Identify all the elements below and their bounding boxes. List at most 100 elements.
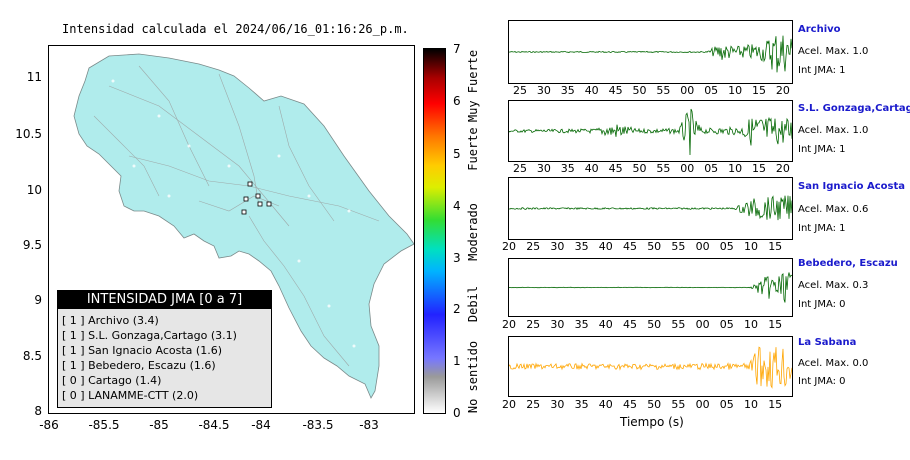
station-jma: Int JMA: 1 (798, 144, 846, 155)
panel-tick: 40 (598, 240, 613, 253)
panel-tick: 25 (526, 398, 541, 411)
panel-tick: 15 (752, 84, 766, 97)
panel-ticks: 25 30 35 40 45 50 55 00 05 10 15 20 (508, 162, 798, 176)
waveform-trace (509, 195, 792, 221)
map-xtick: -85.5 (88, 418, 120, 432)
panel-tick: 30 (536, 162, 551, 175)
panel-tick: 10 (744, 318, 758, 331)
panel-tick: 50 (647, 318, 662, 331)
panel-tick: 25 (513, 84, 527, 97)
panel-tick: 05 (719, 240, 734, 253)
station-name: S.L. Gonzaga,Cartago (798, 103, 910, 114)
panel-tick: 20 (502, 318, 516, 331)
map-xtick: -84.5 (198, 418, 230, 432)
waveform-trace (509, 35, 792, 73)
map-xtick: -84 (251, 418, 271, 432)
panel-tick: 00 (695, 318, 710, 331)
panel-ticks: 20 25 30 35 40 45 50 55 00 05 10 15 (500, 240, 798, 254)
legend-item: [ 1 ] San Ignacio Acosta (1.6) (62, 344, 222, 357)
map-ytick: 9.5 (22, 238, 42, 252)
panel-tick: 00 (695, 240, 710, 253)
panel-tick: 25 (526, 318, 541, 331)
panel-ticks: 20 25 30 35 40 45 50 55 00 05 10 15 (500, 398, 798, 412)
map-ytick: 8.5 (22, 349, 42, 363)
legend-item: [ 1 ] S.L. Gonzaga,Cartago (3.1) (62, 329, 237, 342)
station-jma: Int JMA: 1 (798, 223, 846, 234)
panel-tick: 45 (623, 318, 637, 331)
station-acel: Acel. Max. 0.3 (798, 280, 869, 291)
station-jma: Int JMA: 1 (798, 65, 846, 76)
station-name: Bebedero, Escazu (798, 258, 898, 269)
panel-tick: 15 (752, 162, 766, 175)
station-name: San Ignacio Acosta (798, 181, 906, 192)
waveform-line (509, 108, 792, 156)
colorbar-tick: 0 (453, 406, 461, 420)
panel-tick: 50 (632, 162, 647, 175)
station-name: La Sabana (798, 337, 857, 348)
waveform-panel (508, 336, 793, 397)
panel-tick: 20 (502, 398, 516, 411)
panel-tick: 40 (598, 318, 613, 331)
seismic-stations (241, 181, 272, 215)
legend-item: [ 1 ] Bebedero, Escazu (1.6) (62, 359, 216, 372)
panel-tick: 30 (536, 84, 551, 97)
colorbar-tick: 5 (453, 147, 461, 161)
intensity-legend: INTENSIDAD JMA [0 a 7] [ 1 ] Archivo (3.… (57, 290, 272, 408)
panel-tick: 15 (768, 240, 783, 253)
panel-tick: 15 (768, 398, 783, 411)
panel-tick: 10 (728, 84, 743, 97)
panel-tick: 40 (598, 398, 613, 411)
panel-tick: 10 (744, 240, 758, 253)
map-xtick: -86 (39, 418, 59, 432)
colorbar-tick: 7 (453, 42, 461, 56)
waveform-panel (508, 20, 793, 84)
panel-tick: 35 (560, 162, 575, 175)
colorbar-tick: 4 (453, 199, 461, 213)
waveform-line (509, 35, 792, 73)
panel-tick: 55 (671, 398, 686, 411)
panel-tick: 45 (608, 84, 623, 97)
waveform-trace (509, 108, 792, 156)
waveform-line (509, 272, 792, 303)
panel-tick: 20 (775, 84, 790, 97)
panel-tick: 05 (719, 398, 734, 411)
waveform-line (509, 346, 792, 389)
panel-tick: 05 (719, 318, 734, 331)
panel-tick: 40 (584, 84, 599, 97)
waveform-line (509, 195, 792, 221)
station-jma: Int JMA: 0 (798, 376, 846, 387)
map-ytick: 11 (26, 70, 42, 84)
panel-tick: 35 (560, 84, 575, 97)
colorbar-label: No sentido (466, 340, 480, 414)
waveform-panel (508, 177, 793, 240)
panel-tick: 35 (574, 318, 589, 331)
panel-tick: 30 (550, 318, 565, 331)
legend-item: [ 1 ] Archivo (3.4) (62, 314, 159, 327)
waveform-trace (509, 346, 792, 389)
panel-tick: 30 (550, 398, 565, 411)
costa-rica-map (73, 53, 414, 399)
panel-tick: 55 (656, 84, 671, 97)
map-xtick: -83 (359, 418, 379, 432)
panel-tick: 55 (656, 162, 671, 175)
panel-tick: 15 (768, 318, 783, 331)
panel-tick: 05 (704, 162, 719, 175)
map-xtick: -83.5 (302, 418, 334, 432)
panel-ticks: 20 25 30 35 40 45 50 55 00 05 10 15 (500, 318, 798, 332)
station-acel: Acel. Max. 1.0 (798, 125, 869, 136)
panel-tick: 25 (513, 162, 527, 175)
colorbar-tick: 2 (453, 302, 461, 316)
panel-tick: 10 (744, 398, 758, 411)
map-title: Intensidad calculada el 2024/06/16_01:16… (62, 22, 409, 36)
legend-item: [ 0 ] LANAMME-CTT (2.0) (62, 389, 199, 402)
station-acel: Acel. Max. 0.6 (798, 204, 869, 215)
intensity-colorbar (423, 48, 446, 414)
map-xtick: -85 (149, 418, 169, 432)
time-axis-label: Tiempo (s) (620, 415, 684, 429)
panel-tick: 20 (502, 240, 516, 253)
map-ytick: 8 (34, 404, 42, 418)
panel-tick: 45 (608, 162, 623, 175)
panel-ticks: 25 30 35 40 45 50 55 00 05 10 15 20 (508, 84, 798, 98)
legend-list: [ 1 ] Archivo (3.4) [ 1 ] S.L. Gonzaga,C… (62, 313, 237, 403)
map-ytick: 10 (26, 183, 42, 197)
